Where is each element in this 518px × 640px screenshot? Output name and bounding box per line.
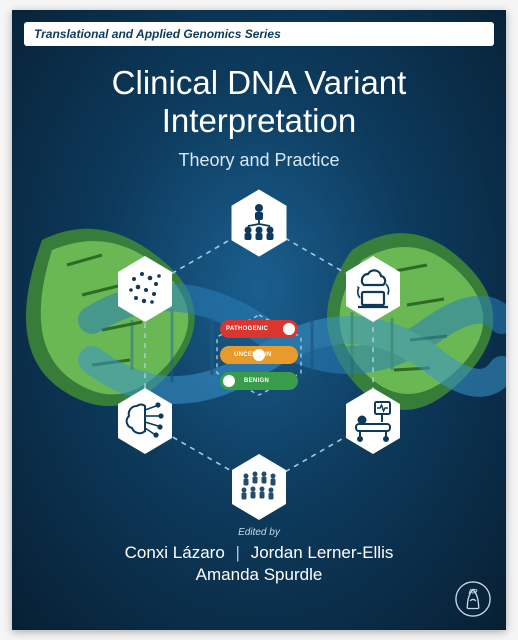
publisher-logo-icon: AP xyxy=(454,580,492,618)
hex-node-cloud-laptop xyxy=(342,254,404,324)
hex-node-brain-circuit xyxy=(114,386,176,456)
title-block: Clinical DNA Variant Interpretation Theo… xyxy=(12,64,506,171)
hex-node-people-tree xyxy=(228,188,290,258)
editor-1: Conxi Lázaro xyxy=(125,543,225,562)
classification-pills: PATHOGENIC UNCERTAIN BENIGN xyxy=(216,320,302,390)
pill-benign-label: BENIGN xyxy=(244,378,269,384)
pill-pathogenic-label: PATHOGENIC xyxy=(226,326,268,332)
hexagon-ring: PATHOGENIC UNCERTAIN BENIGN xyxy=(89,185,429,525)
editor-3: Amanda Spurdle xyxy=(12,564,506,586)
svg-text:AP: AP xyxy=(468,588,478,595)
pill-benign: BENIGN xyxy=(220,372,298,390)
title-line-1: Clinical DNA Variant xyxy=(12,64,506,102)
subtitle: Theory and Practice xyxy=(12,150,506,171)
edited-by-label: Edited by xyxy=(12,527,506,538)
hex-node-patient-monitor xyxy=(342,386,404,456)
editors-block: Edited by Conxi Lázaro | Jordan Lerner-E… xyxy=(12,527,506,586)
cloud-laptop-icon xyxy=(342,254,404,324)
editors-line-1: Conxi Lázaro | Jordan Lerner-Ellis xyxy=(12,542,506,564)
hex-node-crowd xyxy=(228,452,290,522)
people-tree-icon xyxy=(228,188,290,258)
scatter-plot-icon xyxy=(114,254,176,324)
pill-uncertain: UNCERTAIN xyxy=(220,346,298,364)
crowd-icon xyxy=(228,452,290,522)
editor-2: Jordan Lerner-Ellis xyxy=(251,543,394,562)
series-name: Translational and Applied Genomics Serie… xyxy=(34,27,281,41)
patient-monitor-icon xyxy=(342,386,404,456)
pill-pathogenic: PATHOGENIC xyxy=(220,320,298,338)
series-banner: Translational and Applied Genomics Serie… xyxy=(24,22,494,46)
title-line-2: Interpretation xyxy=(12,102,506,140)
brain-circuit-icon xyxy=(114,386,176,456)
book-cover: Translational and Applied Genomics Serie… xyxy=(12,10,506,630)
hex-node-scatter-plot xyxy=(114,254,176,324)
